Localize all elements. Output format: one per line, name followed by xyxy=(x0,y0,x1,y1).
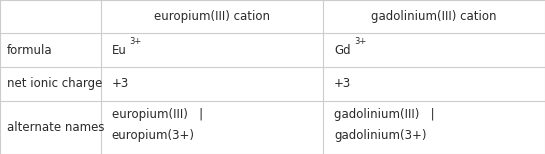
Text: +3: +3 xyxy=(112,77,129,90)
Text: net ionic charge: net ionic charge xyxy=(7,77,102,90)
Text: +3: +3 xyxy=(334,77,352,90)
Text: europium(III)   |: europium(III) | xyxy=(112,108,203,121)
Text: europium(III) cation: europium(III) cation xyxy=(154,10,270,23)
Text: gadolinium(III)   |: gadolinium(III) | xyxy=(334,108,435,121)
Text: gadolinium(III) cation: gadolinium(III) cation xyxy=(371,10,497,23)
Text: Gd: Gd xyxy=(334,44,351,57)
Text: gadolinium(3+): gadolinium(3+) xyxy=(334,129,427,142)
Text: formula: formula xyxy=(7,44,52,57)
Text: europium(3+): europium(3+) xyxy=(112,129,195,142)
Text: 3+: 3+ xyxy=(355,37,367,46)
Text: 3+: 3+ xyxy=(130,37,142,46)
Text: Eu: Eu xyxy=(112,44,126,57)
Text: alternate names: alternate names xyxy=(7,121,104,134)
